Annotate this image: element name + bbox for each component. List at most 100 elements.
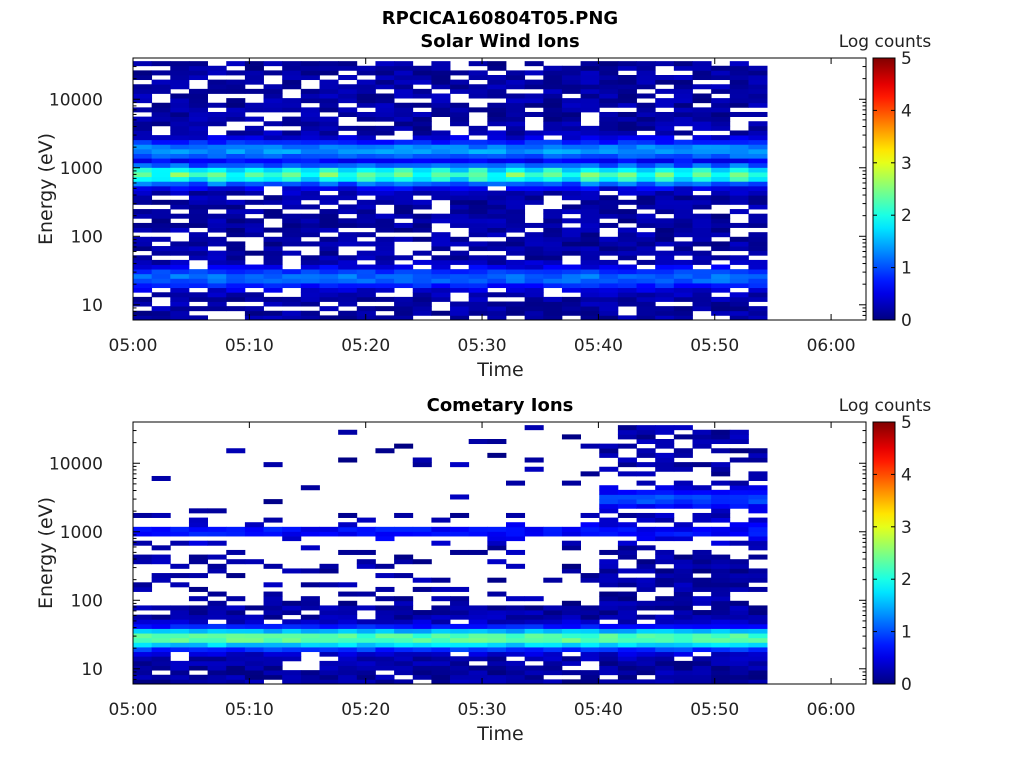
heatmap-cell <box>263 241 283 247</box>
y-axis-label: Energy (eV) <box>35 497 57 609</box>
heatmap-cell <box>729 647 749 653</box>
heatmap-cell <box>133 623 153 629</box>
heatmap-cell <box>207 679 227 685</box>
heatmap-cell <box>692 93 712 99</box>
heatmap-cell <box>188 283 208 289</box>
x-tick-label: 05:00 <box>109 336 158 356</box>
heatmap-cell <box>356 167 376 173</box>
heatmap-cell <box>207 554 227 560</box>
heatmap-cell <box>450 199 470 205</box>
heatmap-cell <box>692 628 712 634</box>
heatmap-cell <box>580 246 600 252</box>
y-tick-label: 100 <box>71 591 103 611</box>
heatmap-cell <box>599 448 619 454</box>
heatmap-cell <box>431 264 451 270</box>
heatmap-cell <box>394 628 414 634</box>
heatmap-cell <box>711 195 731 201</box>
heatmap-cell <box>673 568 693 574</box>
heatmap-cell <box>487 647 507 653</box>
heatmap-cell <box>226 84 246 90</box>
heatmap-cell <box>450 190 470 196</box>
heatmap-cell <box>580 292 600 298</box>
heatmap-cell <box>319 236 339 242</box>
heatmap-cell <box>636 531 656 537</box>
y-tick-label: 1000 <box>60 523 103 543</box>
heatmap-cell <box>561 278 581 284</box>
x-tick-label: 05:10 <box>225 336 274 356</box>
heatmap-cell <box>338 190 358 196</box>
x-tick-label: 05:40 <box>574 336 623 356</box>
heatmap-cell <box>580 172 600 178</box>
heatmap-cell <box>468 670 488 676</box>
heatmap-cell <box>506 236 526 242</box>
heatmap-cell <box>412 670 432 676</box>
heatmap-cell <box>133 139 153 145</box>
heatmap-cell <box>487 209 507 215</box>
heatmap-cell <box>133 283 153 289</box>
heatmap-cell <box>151 70 171 76</box>
heatmap-cell <box>543 301 563 307</box>
heatmap-cell <box>711 227 731 233</box>
heatmap-cell <box>450 637 470 643</box>
heatmap-cell <box>300 222 320 228</box>
heatmap-cell <box>729 429 749 435</box>
heatmap-cell <box>561 181 581 187</box>
heatmap-cell <box>338 236 358 242</box>
heatmap-cell <box>188 674 208 680</box>
heatmap-cell <box>188 605 208 611</box>
heatmap-cell <box>133 647 153 653</box>
heatmap-cell <box>170 259 190 265</box>
heatmap-cell <box>207 665 227 671</box>
heatmap-cell <box>673 88 693 94</box>
heatmap-cell <box>356 172 376 178</box>
heatmap-cell <box>394 199 414 205</box>
heatmap-cell <box>711 429 731 435</box>
heatmap-cell <box>580 190 600 196</box>
heatmap-cell <box>487 283 507 289</box>
heatmap-cell <box>487 167 507 173</box>
heatmap-cell <box>617 167 637 173</box>
heatmap-cell <box>673 619 693 625</box>
heatmap-cell <box>636 121 656 127</box>
heatmap-cell <box>673 315 693 321</box>
heatmap-cell <box>655 139 675 145</box>
heatmap-cell <box>319 582 339 588</box>
heatmap-cell <box>524 628 544 634</box>
heatmap-cell <box>151 213 171 219</box>
heatmap-cell <box>133 273 153 279</box>
heatmap-cell <box>655 269 675 275</box>
heatmap-cell <box>617 98 637 104</box>
heatmap-cell <box>711 512 731 518</box>
heatmap-cell <box>319 116 339 122</box>
heatmap-cell <box>226 130 246 136</box>
heatmap-cell <box>356 190 376 196</box>
heatmap-cell <box>244 522 264 528</box>
heatmap-cell <box>375 148 395 154</box>
heatmap-cell <box>394 665 414 671</box>
heatmap-cell <box>319 218 339 224</box>
heatmap-cell <box>524 623 544 629</box>
heatmap-cell <box>226 227 246 233</box>
heatmap-cell <box>636 494 656 500</box>
heatmap-cell <box>487 130 507 136</box>
heatmap-cell <box>338 107 358 113</box>
heatmap-cell <box>506 637 526 643</box>
heatmap-cell <box>692 503 712 509</box>
heatmap-cell <box>282 195 302 201</box>
heatmap-cell <box>375 674 395 680</box>
heatmap-cell <box>431 610 451 616</box>
heatmap-cell <box>487 232 507 238</box>
heatmap-cell <box>599 264 619 270</box>
heatmap-cell <box>580 573 600 579</box>
heatmap-cell <box>468 148 488 154</box>
heatmap-cell <box>375 195 395 201</box>
heatmap-cell <box>673 241 693 247</box>
heatmap-cell <box>375 628 395 634</box>
heatmap-cell <box>170 98 190 104</box>
heatmap-cell <box>282 232 302 238</box>
heatmap-cell <box>170 665 190 671</box>
heatmap-cell <box>375 181 395 187</box>
heatmap-cell <box>673 665 693 671</box>
heatmap-cell <box>636 425 656 431</box>
heatmap-cell <box>188 596 208 602</box>
